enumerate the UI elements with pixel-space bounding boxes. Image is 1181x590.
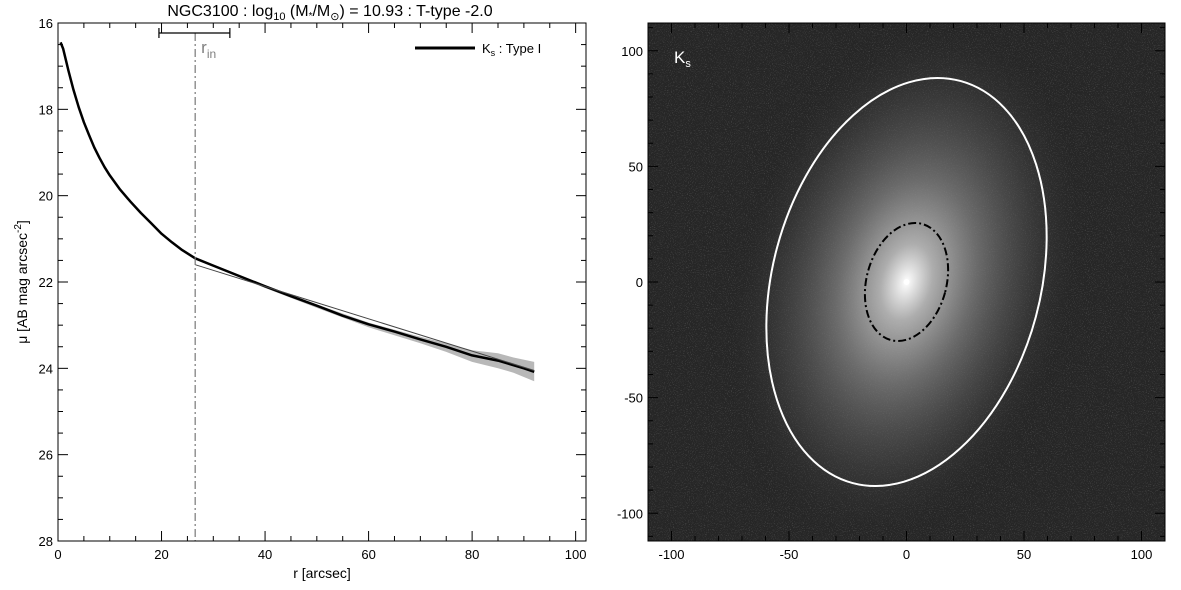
y-tick-label: 28 <box>39 534 53 549</box>
y-tick-label: 100 <box>621 44 643 59</box>
left-x-axis-label: r [arcsec] <box>293 565 351 581</box>
x-tick-label: 50 <box>1017 547 1031 562</box>
x-tick-label: 100 <box>1131 547 1153 562</box>
x-tick-label: 0 <box>54 547 61 562</box>
y-tick-label: 18 <box>39 102 53 117</box>
right-panel: -100 -50 0 50 100 -100 -50 0 50 100 Ks <box>617 22 1166 562</box>
y-tick-label: 24 <box>39 361 53 376</box>
left-y-axis-label: μ [AB mag arcsec-2] <box>13 220 30 344</box>
left-axis-ticks: 0 20 40 60 80 100 16 18 20 22 24 26 28 <box>39 16 587 562</box>
profile-lines <box>59 41 535 373</box>
x-tick-label: -50 <box>780 547 799 562</box>
x-tick-label: 20 <box>154 547 168 562</box>
legend-entry: Ks : Type I <box>482 41 541 58</box>
galaxy-core <box>903 279 910 285</box>
left-plot-frame <box>57 22 587 542</box>
outer-isophote-ellipse <box>765 76 1048 488</box>
rin-annotation: rin <box>158 28 231 541</box>
x-tick-label: 60 <box>361 547 375 562</box>
y-tick-label: 0 <box>636 275 643 290</box>
inner-isophote-ellipse <box>863 222 950 342</box>
x-tick-label: 100 <box>565 547 587 562</box>
y-tick-label: -50 <box>624 391 643 406</box>
uncertainty-band <box>195 258 535 382</box>
y-tick-label: 50 <box>629 159 643 174</box>
y-tick-label: 22 <box>39 275 53 290</box>
right-axis-ticks: -100 -50 0 50 100 -100 -50 0 50 100 <box>617 23 1166 562</box>
y-tick-label: -100 <box>617 506 643 521</box>
uncertainty-area <box>195 258 535 382</box>
left-panel: NGC3100 : log10 (M*/M⊙) = 10.93 : T-type… <box>13 3 587 581</box>
galaxy-image <box>648 23 1165 541</box>
legend: Ks : Type I <box>415 41 541 58</box>
y-tick-label: 16 <box>39 16 53 31</box>
x-tick-label: -100 <box>658 547 684 562</box>
x-tick-label: 0 <box>903 547 910 562</box>
x-tick-label: 40 <box>258 547 272 562</box>
y-tick-label: 20 <box>39 189 53 204</box>
fit-line <box>195 264 535 371</box>
x-tick-label: 80 <box>465 547 479 562</box>
band-label: Ks <box>674 48 691 70</box>
y-tick-label: 26 <box>39 448 53 463</box>
isophote-ellipses <box>765 76 1048 488</box>
left-chart-title: NGC3100 : log10 (M*/M⊙) = 10.93 : T-type… <box>167 3 492 23</box>
profile-line <box>59 41 535 373</box>
rin-label: rin <box>201 38 216 61</box>
